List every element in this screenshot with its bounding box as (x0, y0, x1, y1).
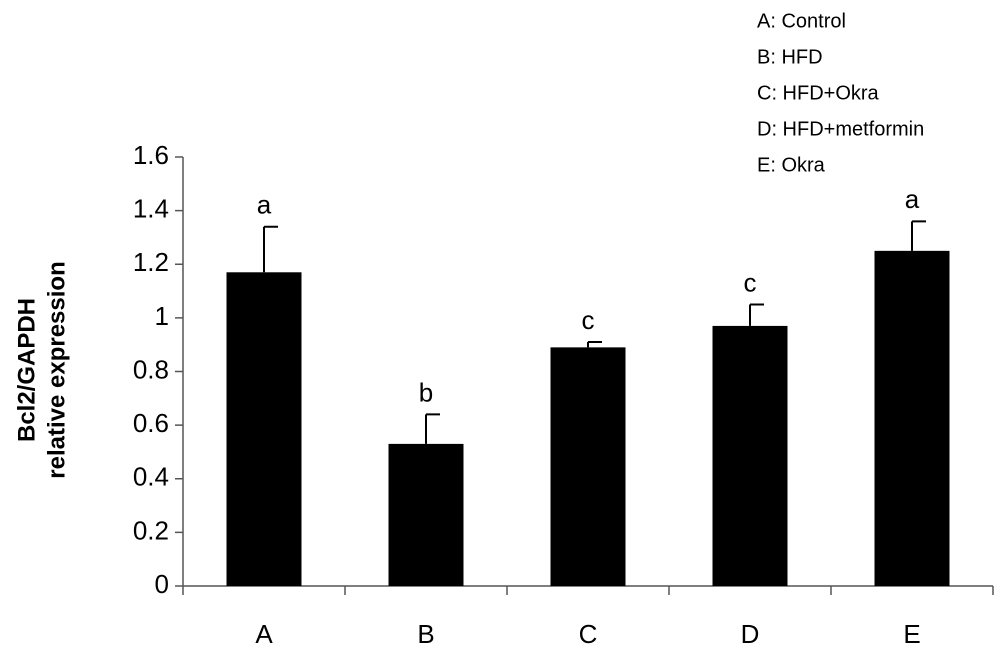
error-bar (911, 220, 926, 251)
bar (712, 325, 788, 586)
x-tick-label: D (741, 619, 760, 649)
significance-letter: c (744, 267, 757, 297)
x-tick-label: B (417, 619, 434, 649)
significance-letter: a (257, 190, 272, 220)
error-bar (749, 303, 764, 326)
significance-letter: b (419, 377, 433, 407)
legend-note: E: Okra (757, 154, 826, 176)
legend-note: D: HFD+metformin (757, 118, 924, 140)
x-tick-label: A (255, 619, 273, 649)
y-tick-label: 0.2 (133, 515, 169, 545)
bar (550, 347, 626, 586)
bar (226, 272, 302, 586)
y-tick-label: 0.6 (133, 408, 169, 438)
error-bar (425, 413, 440, 444)
legend-note: A: Control (757, 10, 846, 32)
y-label-line: Bcl2/GAPDH (13, 298, 40, 442)
y-tick-label: 1.4 (133, 194, 169, 224)
y-tick-label: 0.4 (133, 462, 169, 492)
y-tick-label: 0 (155, 569, 169, 599)
y-label-line: relative expression (43, 261, 70, 478)
significance-letter: a (905, 184, 920, 214)
y-tick-label: 1.6 (133, 140, 169, 170)
bar (388, 443, 464, 586)
y-tick-label: 1.2 (133, 247, 169, 277)
legend-note: B: HFD (757, 46, 823, 68)
x-tick-label: E (903, 619, 920, 649)
error-bar (587, 341, 602, 348)
y-axis-title: Bcl2/GAPDH relative expression (13, 261, 70, 478)
legend-note: C: HFD+Okra (757, 82, 880, 104)
x-tick-label: C (579, 619, 598, 649)
bar (874, 250, 950, 586)
y-tick-label: 1 (155, 301, 169, 331)
y-tick-label: 0.8 (133, 354, 169, 384)
significance-letter: c (582, 305, 595, 335)
error-bar (263, 225, 278, 273)
